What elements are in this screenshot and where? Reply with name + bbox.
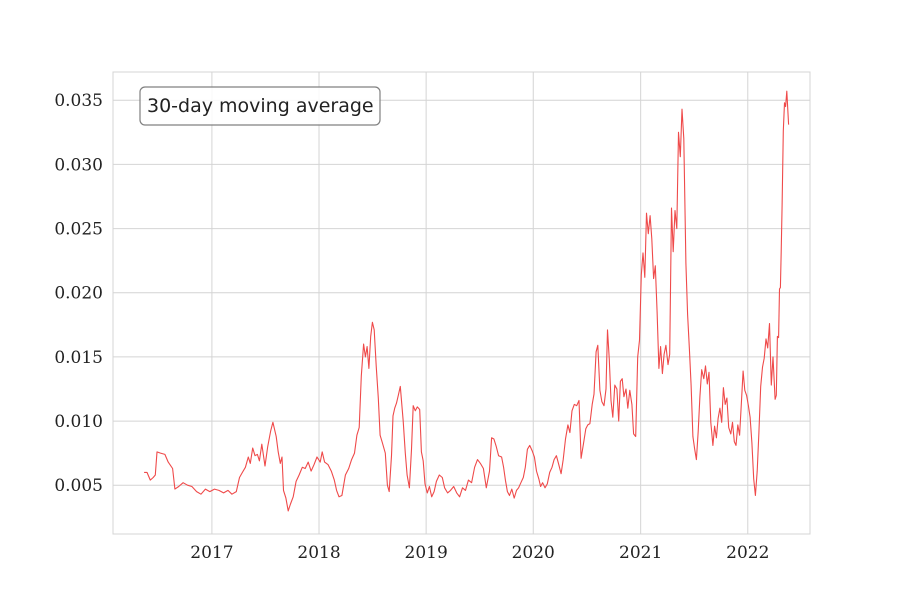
series-layer [144, 90, 790, 512]
legend: 30-day moving average [139, 86, 381, 126]
x-tick-label: 2020 [512, 543, 555, 563]
series-line [144, 90, 790, 512]
y-tick-label: 0.015 [54, 348, 103, 368]
x-tick-label: 2022 [726, 543, 769, 563]
y-tick-label: 0.010 [54, 412, 103, 432]
legend-label: 30-day moving average [147, 95, 374, 117]
x-tick-label: 2017 [190, 543, 233, 563]
x-tick-label: 2021 [619, 543, 662, 563]
y-tick-label: 0.025 [54, 220, 103, 240]
plot-area [112, 71, 811, 535]
legend-box [139, 86, 381, 126]
y-tick-label: 0.035 [54, 91, 103, 111]
x-tick-label: 2019 [405, 543, 448, 563]
y-tick-label: 0.020 [54, 284, 103, 304]
x-tick-label: 2018 [297, 543, 340, 563]
tick-labels: 2017 2018 2019 2020 2021 2022 0.005 0.010 0.015 0… [54, 91, 769, 563]
y-tick-label: 0.030 [54, 155, 103, 175]
y-tick-label: 0.005 [54, 476, 103, 496]
